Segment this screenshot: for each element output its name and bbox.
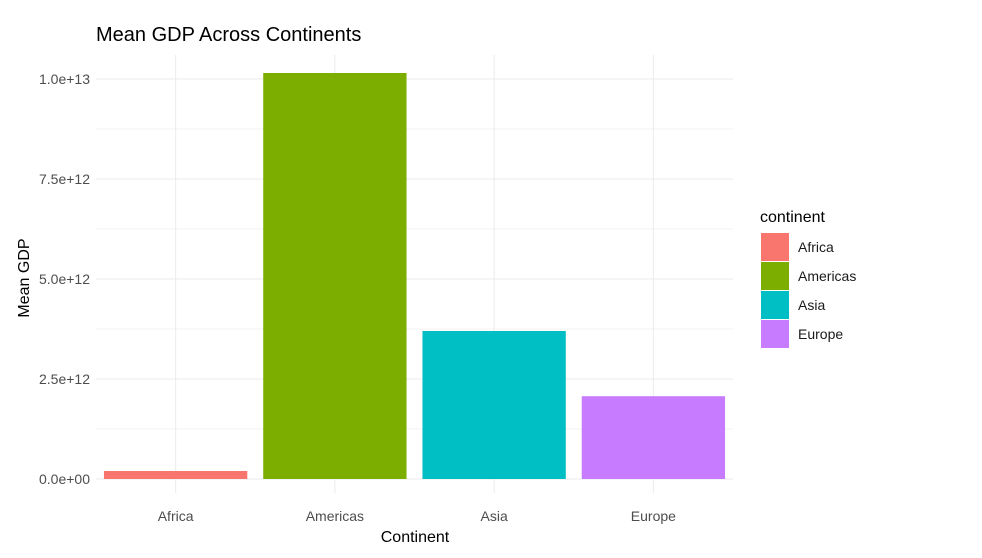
- bars: [103, 73, 726, 479]
- bar-americas: [263, 73, 407, 479]
- legend-key-americas: [761, 262, 789, 290]
- x-tick-label: Africa: [158, 508, 194, 524]
- x-tick-label: Europe: [631, 508, 676, 524]
- bar-europe: [581, 396, 726, 479]
- chart-title: Mean GDP Across Continents: [96, 24, 361, 46]
- x-axis-title: Continent: [381, 529, 450, 546]
- x-tick-label: Americas: [306, 508, 364, 524]
- legend-label: Europe: [798, 326, 843, 342]
- legend-key-europe: [761, 320, 789, 348]
- legend-key-asia: [761, 291, 789, 319]
- legend-key-africa: [761, 233, 789, 261]
- bar-africa: [103, 471, 248, 479]
- legend-label: Asia: [798, 297, 825, 313]
- y-tick-label: 2.5e+12: [39, 371, 90, 387]
- y-tick-label: 5.0e+12: [39, 271, 90, 287]
- x-axis-ticks: Africa Americas Asia Europe: [158, 508, 676, 524]
- y-tick-label: 0.0e+00: [39, 471, 90, 487]
- bar-asia: [422, 331, 566, 479]
- y-axis-ticks: 0.0e+00 2.5e+12 5.0e+12 7.5e+12 1.0e+13: [39, 71, 90, 487]
- legend-label: Americas: [798, 268, 856, 284]
- y-tick-label: 7.5e+12: [39, 171, 90, 187]
- x-tick-label: Asia: [481, 508, 508, 524]
- y-tick-label: 1.0e+13: [39, 71, 90, 87]
- legend: continent Africa Americas Asia Europe: [760, 209, 856, 348]
- y-axis-title: Mean GDP: [16, 238, 33, 317]
- legend-title: continent: [760, 209, 825, 226]
- legend-label: Africa: [798, 239, 834, 255]
